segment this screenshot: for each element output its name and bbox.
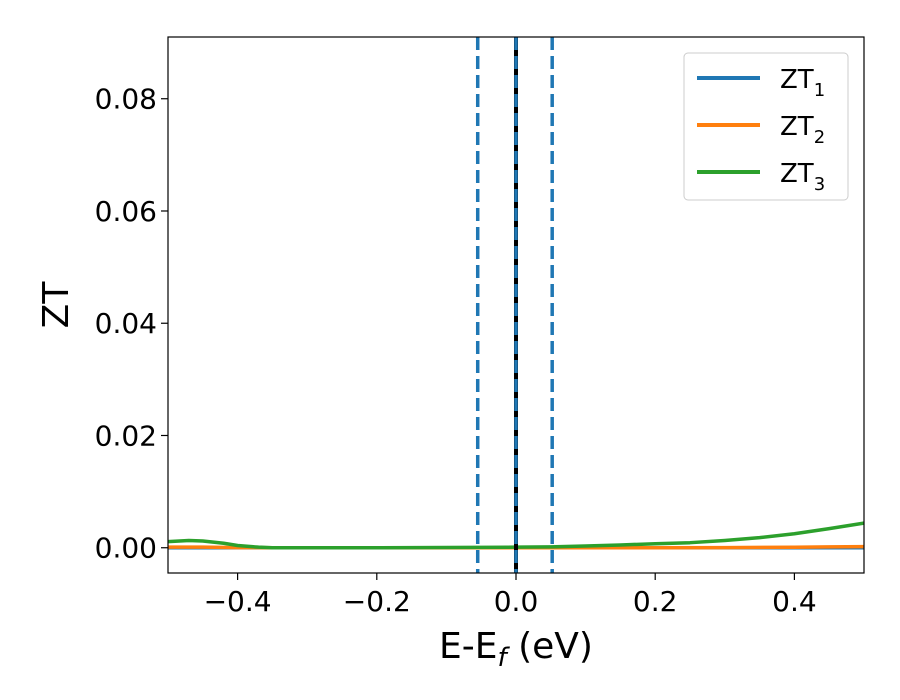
x-tick-label: −0.2 [343,585,411,618]
svg-text:ZT1: ZT1 [780,65,825,101]
x-axis-label-main: E-E [439,626,497,667]
x-tick-label: 0.4 [772,585,817,618]
vline-layer [475,37,554,573]
x-tick-label: 0.2 [633,585,678,618]
legend-entry-zt3: ZT3 [697,159,825,195]
x-tick-label: 0.0 [494,585,539,618]
x-tick-label: −0.4 [204,585,272,618]
y-axis-ticks: 0.00 0.02 0.04 0.06 0.08 [95,83,168,565]
y-tick-label: 0.06 [95,195,157,228]
legend-sub-zt3: 3 [814,174,825,195]
legend-frame [683,52,849,201]
y-tick-label: 0.02 [95,419,157,452]
x-axis-ticks: −0.4 −0.2 0.0 0.2 0.4 [204,573,817,618]
legend: ZT1 ZT2 ZT3 [683,52,849,201]
legend-label-zt2: ZT [780,112,814,142]
svg-text:ZT2: ZT2 [780,112,825,148]
legend-label-zt3: ZT [780,159,814,189]
legend-label-zt1: ZT [780,65,814,95]
y-tick-label: 0.00 [95,532,157,565]
legend-sub-zt2: 2 [814,127,825,148]
x-axis-label: E-Ef (eV) [439,626,593,673]
legend-entry-zt1: ZT1 [697,65,825,101]
y-axis-label: ZT [36,281,77,329]
legend-sub-zt1: 1 [814,80,825,101]
y-tick-label: 0.08 [95,83,157,116]
svg-text:ZT3: ZT3 [780,159,825,195]
x-axis-label-suffix: (eV) [507,626,593,667]
legend-entry-zt2: ZT2 [697,112,825,148]
y-tick-label: 0.04 [95,307,157,340]
